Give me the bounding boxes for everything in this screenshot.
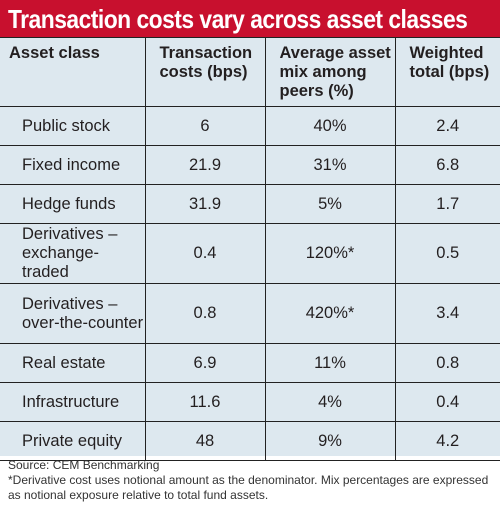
table-row: Infrastructure 11.6 4% 0.4 — [0, 382, 500, 422]
table-cell: 31% — [264, 145, 396, 185]
footer: Source: CEM Benchmarking *Derivative cos… — [8, 458, 496, 503]
footnote: *Derivative cost uses notional amount as… — [8, 473, 489, 502]
table-cell: 6 — [144, 106, 266, 146]
title-bar: Transaction costs vary across asset clas… — [0, 0, 500, 37]
table-cell: 21.9 — [144, 145, 266, 185]
table-row: Hedge funds 31.9 5% 1.7 — [0, 184, 500, 224]
table-row: Real estate 6.9 11% 0.8 — [0, 343, 500, 383]
table-cell: 3.4 — [394, 283, 500, 344]
table-cell: 6.8 — [394, 145, 500, 185]
column-header-asset-mix: Average asset mix among peers (%) — [264, 37, 396, 107]
table-cell: 0.5 — [394, 223, 500, 284]
table-cell: 11% — [264, 343, 396, 383]
table-cell: 2.4 — [394, 106, 500, 146]
data-table: Asset class Transaction costs (bps) Aver… — [0, 37, 500, 461]
table-cell: 0.8 — [394, 343, 500, 383]
table-cell: 40% — [264, 106, 396, 146]
table-cell: 0.4 — [394, 382, 500, 422]
table-cell: Public stock — [0, 106, 146, 146]
table-cell: Derivatives – exchange-traded — [0, 223, 146, 284]
column-header-transaction-costs: Transaction costs (bps) — [144, 37, 266, 107]
table-cell: Real estate — [0, 343, 146, 383]
table-row: Derivatives – exchange-traded 0.4 120%* … — [0, 223, 500, 284]
table-cell: 48 — [144, 421, 266, 461]
table-cell: 31.9 — [144, 184, 266, 224]
table-row: Fixed income 21.9 31% 6.8 — [0, 145, 500, 185]
table-cell: 0.4 — [144, 223, 266, 284]
table-cell: Private equity — [0, 421, 146, 461]
table-cell: 9% — [264, 421, 396, 461]
table-cell: 5% — [264, 184, 396, 224]
table-cell: 0.8 — [144, 283, 266, 344]
table-row: Derivatives – over-the-counter 0.8 420%*… — [0, 283, 500, 344]
column-header-weighted-total: Weighted total (bps) — [394, 37, 500, 107]
source-note: Source: CEM Benchmarking — [8, 458, 160, 472]
table-cell: 4.2 — [394, 421, 500, 461]
table-cell: Hedge funds — [0, 184, 146, 224]
table-row: Public stock 6 40% 2.4 — [0, 106, 500, 146]
column-header-asset-class: Asset class — [0, 37, 146, 107]
table-cell: Infrastructure — [0, 382, 146, 422]
header-row: Asset class Transaction costs (bps) Aver… — [0, 37, 500, 107]
table-cell: Derivatives – over-the-counter — [0, 283, 146, 344]
table-cell: 1.7 — [394, 184, 500, 224]
table-cell: 11.6 — [144, 382, 266, 422]
data-table-container: Asset class Transaction costs (bps) Aver… — [0, 37, 500, 461]
table-row: Private equity 48 9% 4.2 — [0, 421, 500, 461]
table-cell: 120%* — [264, 223, 396, 284]
table-cell: Fixed income — [0, 145, 146, 185]
table-cell: 6.9 — [144, 343, 266, 383]
table-cell: 4% — [264, 382, 396, 422]
table-cell: 420%* — [264, 283, 396, 344]
chart-title: Transaction costs vary across asset clas… — [8, 4, 468, 34]
